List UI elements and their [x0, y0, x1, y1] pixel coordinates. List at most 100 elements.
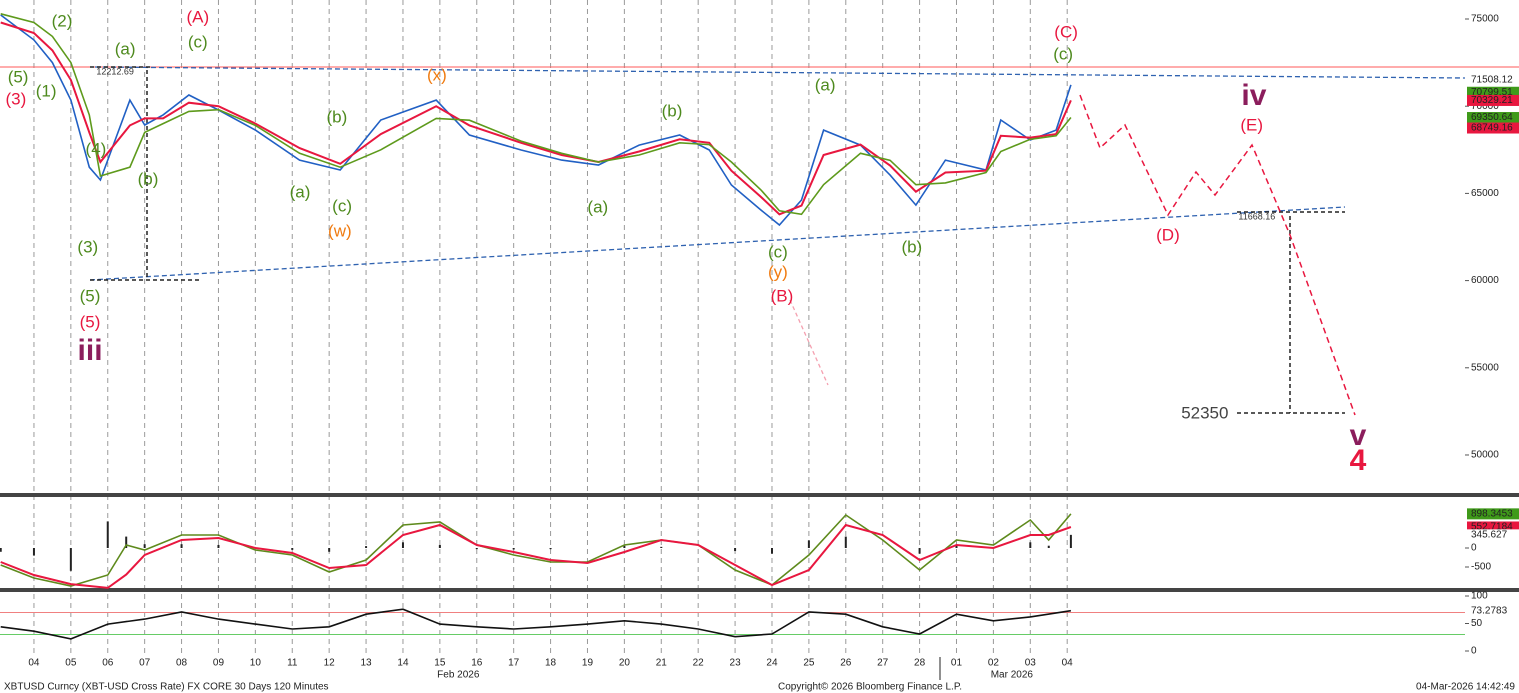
wave-label: (5) [80, 312, 101, 331]
wave-label: (3) [77, 237, 98, 256]
wave-label: (B) [771, 286, 794, 305]
price-marker-box [1467, 122, 1519, 134]
x-tick-label: 01 [951, 658, 963, 669]
price-marker-label: 70329.21 [1471, 95, 1513, 106]
price-marker-label: 898.3453 [1471, 508, 1513, 519]
series-line [0, 14, 1072, 227]
series-line [0, 523, 1072, 589]
wave-label: iv [1241, 79, 1266, 112]
wave-label: 11668.16 [1238, 211, 1275, 221]
x-tick-label: 04 [28, 658, 40, 669]
price-marker-label: 70799.51 [1471, 87, 1513, 98]
wave-label: (4) [86, 139, 107, 158]
wave-label: (b) [138, 169, 159, 188]
panel-divider [0, 588, 1519, 592]
price-marker-box [1467, 94, 1519, 106]
wave-label: (b) [662, 101, 683, 120]
price-marker-box [1467, 112, 1519, 124]
wave-label: (c) [188, 33, 208, 52]
series-line [0, 608, 1072, 640]
x-tick-label: 13 [361, 658, 373, 669]
wave-label: v [1350, 419, 1367, 452]
wave-label: (5) [8, 67, 29, 86]
x-tick-label: 28 [914, 658, 926, 669]
series-line [0, 13, 1072, 216]
x-tick-label: 11 [287, 658, 298, 669]
wave-label: 4 [1350, 444, 1367, 477]
y-tick-label: 55000 [1471, 362, 1499, 373]
x-month-label: Mar 2026 [991, 670, 1034, 681]
wave-label: (1) [36, 82, 57, 101]
y-tick-label: 50 [1471, 618, 1483, 629]
panel-divider [0, 493, 1519, 497]
plot-layer: 50000550006000065000700007500071508.1270… [0, 7, 1519, 657]
x-tick-label: 04 [1062, 658, 1074, 669]
footer-center: Copyright© 2026 Bloomberg Finance L.P. [778, 682, 962, 693]
wave-label: 12212.69 [96, 66, 134, 76]
wave-label: (b) [901, 237, 922, 256]
wave-label: 52350 [1181, 403, 1228, 422]
wave-label: (b) [327, 108, 348, 127]
price-marker-box [1467, 529, 1519, 541]
wave-label: (E) [1240, 116, 1263, 135]
wave-label: (5) [80, 286, 101, 305]
x-tick-label: 14 [397, 658, 409, 669]
x-tick-label: 23 [730, 658, 742, 669]
x-tick-label: 16 [471, 658, 483, 669]
x-tick-label: 17 [508, 658, 520, 669]
x-tick-label: 27 [877, 658, 889, 669]
x-month-label: Feb 2026 [437, 670, 480, 681]
x-tick-label: 18 [545, 658, 557, 669]
x-tick-label: 08 [176, 658, 188, 669]
x-tick-label: 06 [102, 658, 114, 669]
x-tick-label: 26 [840, 658, 852, 669]
wave-label: (3) [5, 89, 26, 108]
wave-label: iii [78, 334, 103, 367]
wave-label: (c) [332, 196, 352, 215]
price-marker-label: 552.7184 [1471, 522, 1513, 533]
price-marker-label: 345.627 [1471, 529, 1508, 540]
wave-label: (c) [1053, 44, 1073, 63]
y-tick-label: 75000 [1471, 14, 1499, 25]
wave-label: (y) [768, 262, 788, 281]
x-tick-label: 12 [324, 658, 336, 669]
wave-label: (C) [1054, 22, 1078, 41]
price-marker-box [1467, 521, 1519, 533]
price-marker-label: 73.2783 [1471, 605, 1508, 616]
footer-right: 04-Mar-2026 14:42:49 [1416, 682, 1515, 693]
series-line [0, 513, 1072, 587]
x-tick-label: 09 [213, 658, 225, 669]
x-tick-label: 19 [582, 658, 594, 669]
price-marker-box [1467, 74, 1519, 86]
y-tick-label: 0 [1471, 646, 1477, 657]
price-marker-label: 71508.12 [1471, 75, 1513, 86]
y-tick-label: 0 [1471, 543, 1477, 554]
footer-left: XBTUSD Curncy (XBT-USD Cross Rate) FX CO… [4, 682, 329, 693]
wave-label: (2) [52, 11, 73, 30]
y-tick-label: 70000 [1471, 101, 1499, 112]
wave-label: (c) [768, 243, 788, 262]
price-marker-box [1467, 508, 1519, 520]
lower-trendline [89, 206, 1346, 281]
wave-label: (a) [587, 198, 608, 217]
measure-right [1237, 211, 1345, 414]
y-tick-label: 100 [1471, 591, 1488, 602]
price-marker-label: 68749.16 [1471, 123, 1513, 134]
wave-label: (x) [427, 66, 447, 85]
x-tick-label: 03 [1025, 658, 1037, 669]
x-tick-label: 15 [434, 658, 446, 669]
wave-label: (w) [328, 221, 352, 240]
series-line [0, 21, 1072, 216]
projection-path [1079, 94, 1356, 416]
measure-left [90, 66, 200, 281]
y-tick-label: 50000 [1471, 450, 1499, 461]
x-tick-label: 24 [766, 658, 778, 669]
wave-label: (D) [1156, 225, 1180, 244]
y-tick-label: -500 [1471, 562, 1491, 573]
x-tick-label: 02 [988, 658, 1000, 669]
y-tick-label: 60000 [1471, 275, 1499, 286]
wave-label: (a) [115, 40, 136, 59]
price-marker-box [1467, 605, 1519, 617]
